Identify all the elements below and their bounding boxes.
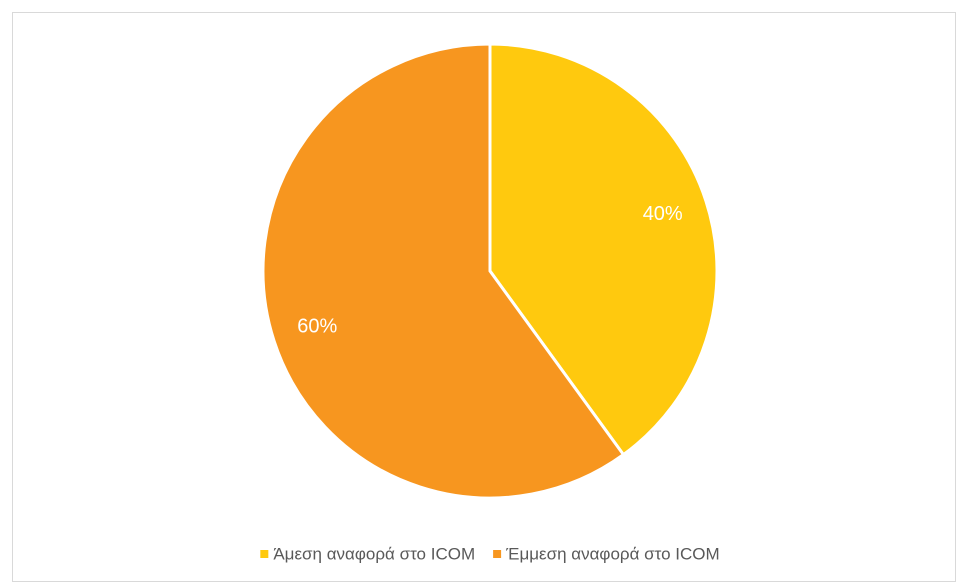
legend-swatch (493, 550, 502, 558)
legend-label: Έμμεση αναφορά στο ICOM (505, 544, 720, 563)
pie-slice (261, 42, 626, 500)
legend-swatch (260, 550, 269, 558)
data-label: 60% (297, 315, 337, 337)
legend-label: Άμεση αναφορά στο ICOM (273, 544, 475, 563)
pie-slice (488, 42, 719, 457)
data-label: 40% (643, 203, 683, 225)
